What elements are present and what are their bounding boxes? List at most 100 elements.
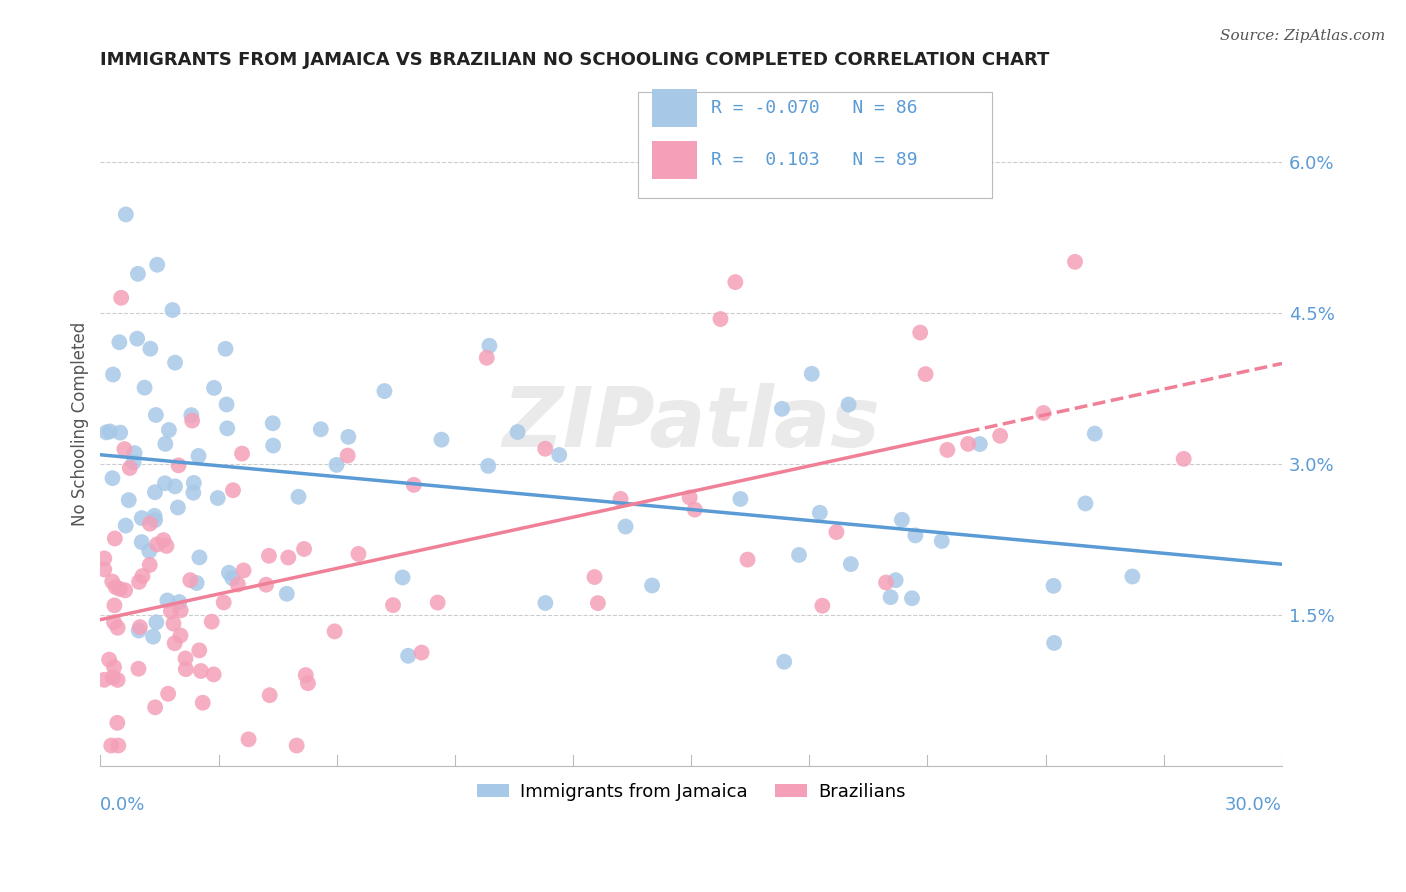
Y-axis label: No Schooling Completed: No Schooling Completed — [72, 321, 89, 525]
Point — [890, 513, 912, 527]
Point — [163, 636, 186, 650]
Point — [156, 593, 179, 607]
Point — [139, 516, 162, 531]
Point — [811, 599, 834, 613]
Point — [477, 458, 499, 473]
Point — [127, 332, 149, 346]
Point — [101, 368, 124, 382]
Point — [165, 356, 187, 370]
Point — [167, 595, 190, 609]
Text: 0.0%: 0.0% — [100, 797, 146, 814]
Point — [988, 429, 1011, 443]
Point — [1084, 426, 1107, 441]
Point — [139, 342, 162, 356]
Point — [808, 506, 831, 520]
Point — [1121, 569, 1143, 583]
Point — [292, 541, 315, 556]
Point — [153, 476, 176, 491]
Point — [188, 550, 211, 565]
Point — [1064, 255, 1087, 269]
Point — [98, 652, 121, 666]
Point — [430, 433, 453, 447]
Point — [157, 423, 180, 437]
Point — [104, 532, 127, 546]
Point — [188, 643, 211, 657]
Point — [162, 616, 184, 631]
Point — [679, 491, 702, 505]
Point — [93, 562, 115, 576]
FancyBboxPatch shape — [638, 92, 993, 198]
Text: R =  0.103   N = 89: R = 0.103 N = 89 — [711, 151, 918, 169]
Point — [191, 696, 214, 710]
Point — [131, 511, 153, 525]
Point — [222, 483, 245, 498]
Point — [155, 437, 177, 451]
Point — [770, 401, 793, 416]
Point — [181, 414, 204, 428]
Point — [323, 624, 346, 639]
Point — [259, 688, 281, 702]
Point — [114, 518, 136, 533]
Point — [336, 449, 359, 463]
Point — [101, 574, 124, 589]
Point — [214, 342, 236, 356]
Point — [884, 573, 907, 587]
Point — [128, 574, 150, 589]
Point — [163, 479, 186, 493]
Point — [96, 425, 118, 440]
Point — [212, 595, 235, 609]
Point — [139, 558, 162, 572]
Point — [506, 425, 529, 439]
Text: ZIPatlas: ZIPatlas — [502, 383, 880, 464]
Point — [254, 577, 277, 591]
Point — [107, 673, 129, 687]
Point — [134, 381, 156, 395]
Point — [127, 267, 149, 281]
Point — [475, 351, 498, 365]
Point — [128, 624, 150, 638]
Point — [231, 447, 253, 461]
Point — [276, 587, 298, 601]
Point — [101, 670, 124, 684]
Point — [131, 535, 153, 549]
Point — [103, 615, 125, 630]
Point — [93, 551, 115, 566]
Point — [167, 500, 190, 515]
Point — [936, 442, 959, 457]
Point — [232, 563, 254, 577]
Point — [201, 615, 224, 629]
Point — [179, 573, 201, 587]
Point — [180, 408, 202, 422]
Point — [155, 539, 177, 553]
Point — [108, 582, 131, 596]
Point — [730, 491, 752, 506]
Point — [337, 430, 360, 444]
Text: IMMIGRANTS FROM JAMAICA VS BRAZILIAN NO SCHOOLING COMPLETED CORRELATION CHART: IMMIGRANTS FROM JAMAICA VS BRAZILIAN NO … — [100, 51, 1050, 69]
Point — [396, 648, 419, 663]
Point — [160, 604, 183, 618]
Point — [548, 448, 571, 462]
Point — [287, 490, 309, 504]
Point — [202, 667, 225, 681]
Point — [207, 491, 229, 505]
Point — [124, 446, 146, 460]
Point — [183, 485, 205, 500]
Point — [143, 513, 166, 527]
Point — [614, 519, 637, 533]
Point — [297, 676, 319, 690]
Point — [534, 596, 557, 610]
Point — [169, 603, 191, 617]
Text: Source: ZipAtlas.com: Source: ZipAtlas.com — [1219, 29, 1385, 43]
Point — [931, 534, 953, 549]
Point — [309, 422, 332, 436]
Point — [103, 660, 125, 674]
Point — [347, 547, 370, 561]
Point — [127, 662, 149, 676]
Point — [879, 590, 901, 604]
Point — [138, 544, 160, 558]
Point — [426, 596, 449, 610]
Point — [277, 550, 299, 565]
Point — [969, 437, 991, 451]
Point — [262, 417, 284, 431]
Point — [875, 575, 897, 590]
